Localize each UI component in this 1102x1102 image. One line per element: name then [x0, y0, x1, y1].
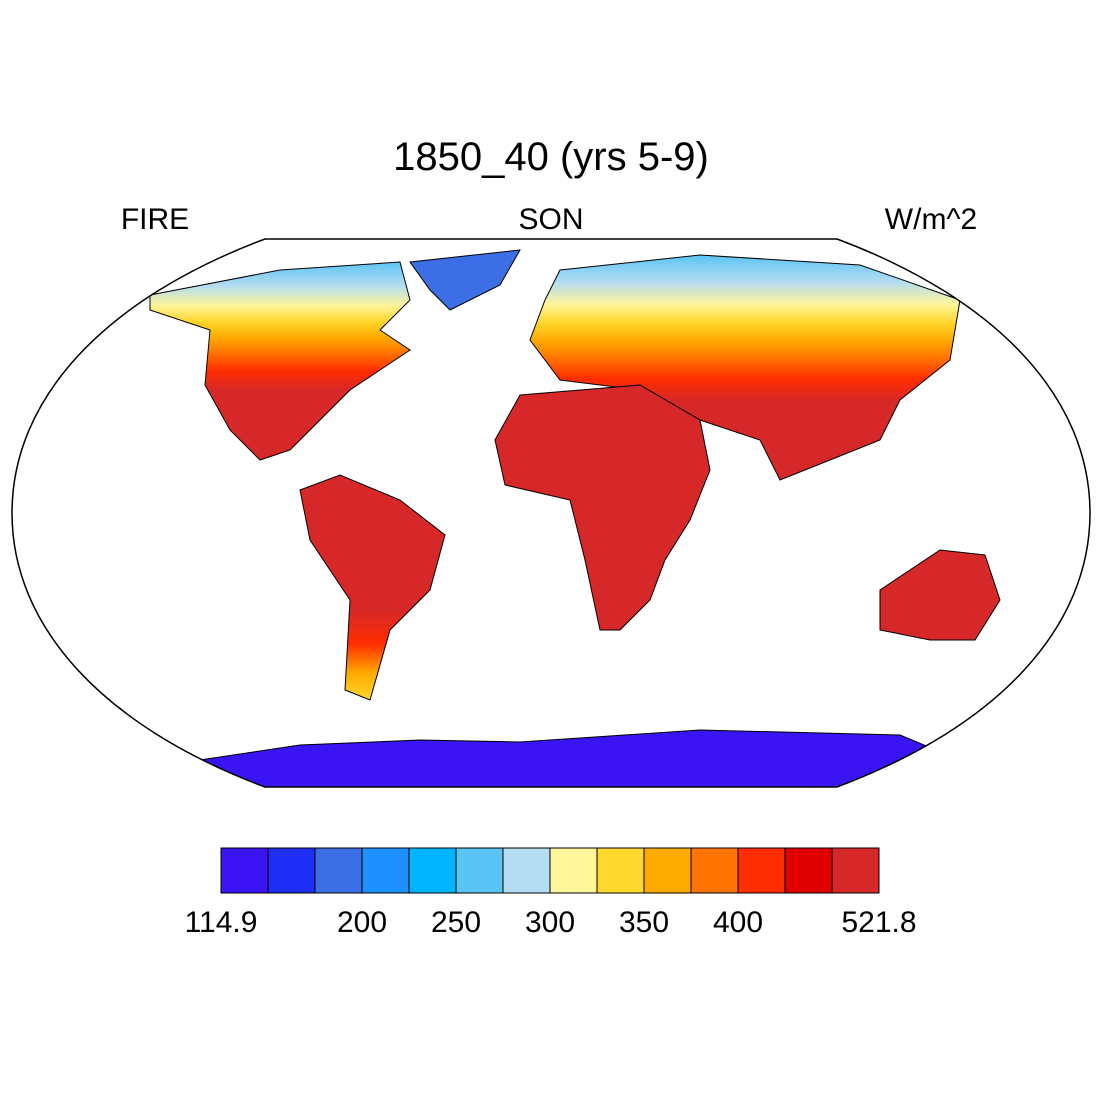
colorbar-box: [408, 847, 457, 894]
colorbar-label: 521.8: [841, 906, 916, 939]
colorbar-box: [455, 847, 504, 894]
right-label: W/m^2: [885, 203, 977, 236]
colorbar-label: 300: [525, 906, 575, 939]
colorbar-box: [220, 847, 269, 894]
south-america: [299, 474, 446, 701]
left-label: FIRE: [121, 203, 189, 236]
greenland: [409, 249, 521, 311]
map-outline: [11, 238, 1091, 788]
colorbar-box: [831, 847, 880, 894]
colorbar-box: [314, 847, 363, 894]
colorbar-box: [690, 847, 739, 894]
colorbar-box: [596, 847, 645, 894]
colorbar-box: [549, 847, 598, 894]
eurasia: [529, 254, 961, 481]
africa: [494, 384, 711, 631]
colorbar-box: [267, 847, 316, 894]
antarctica: [148, 729, 1002, 787]
colorbar-label: 350: [619, 906, 669, 939]
colorbar-box: [737, 847, 786, 894]
colorbar-box: [643, 847, 692, 894]
map-area: [12, 239, 1090, 787]
colorbar-label: 250: [431, 906, 481, 939]
colorbar-box: [502, 847, 551, 894]
colorbar: 114.9 200 250 300 350 400 521.8: [185, 847, 917, 939]
title: 1850_40 (yrs 5-9): [393, 135, 709, 179]
center-label: SON: [518, 203, 583, 236]
colorbar-label: 114.9: [185, 906, 258, 939]
colorbar-label: 200: [337, 906, 387, 939]
colorbar-label: 400: [713, 906, 763, 939]
colorbar-box: [784, 847, 833, 894]
australia: [879, 549, 1001, 641]
colorbar-box: [361, 847, 410, 894]
north-america: [149, 261, 411, 461]
